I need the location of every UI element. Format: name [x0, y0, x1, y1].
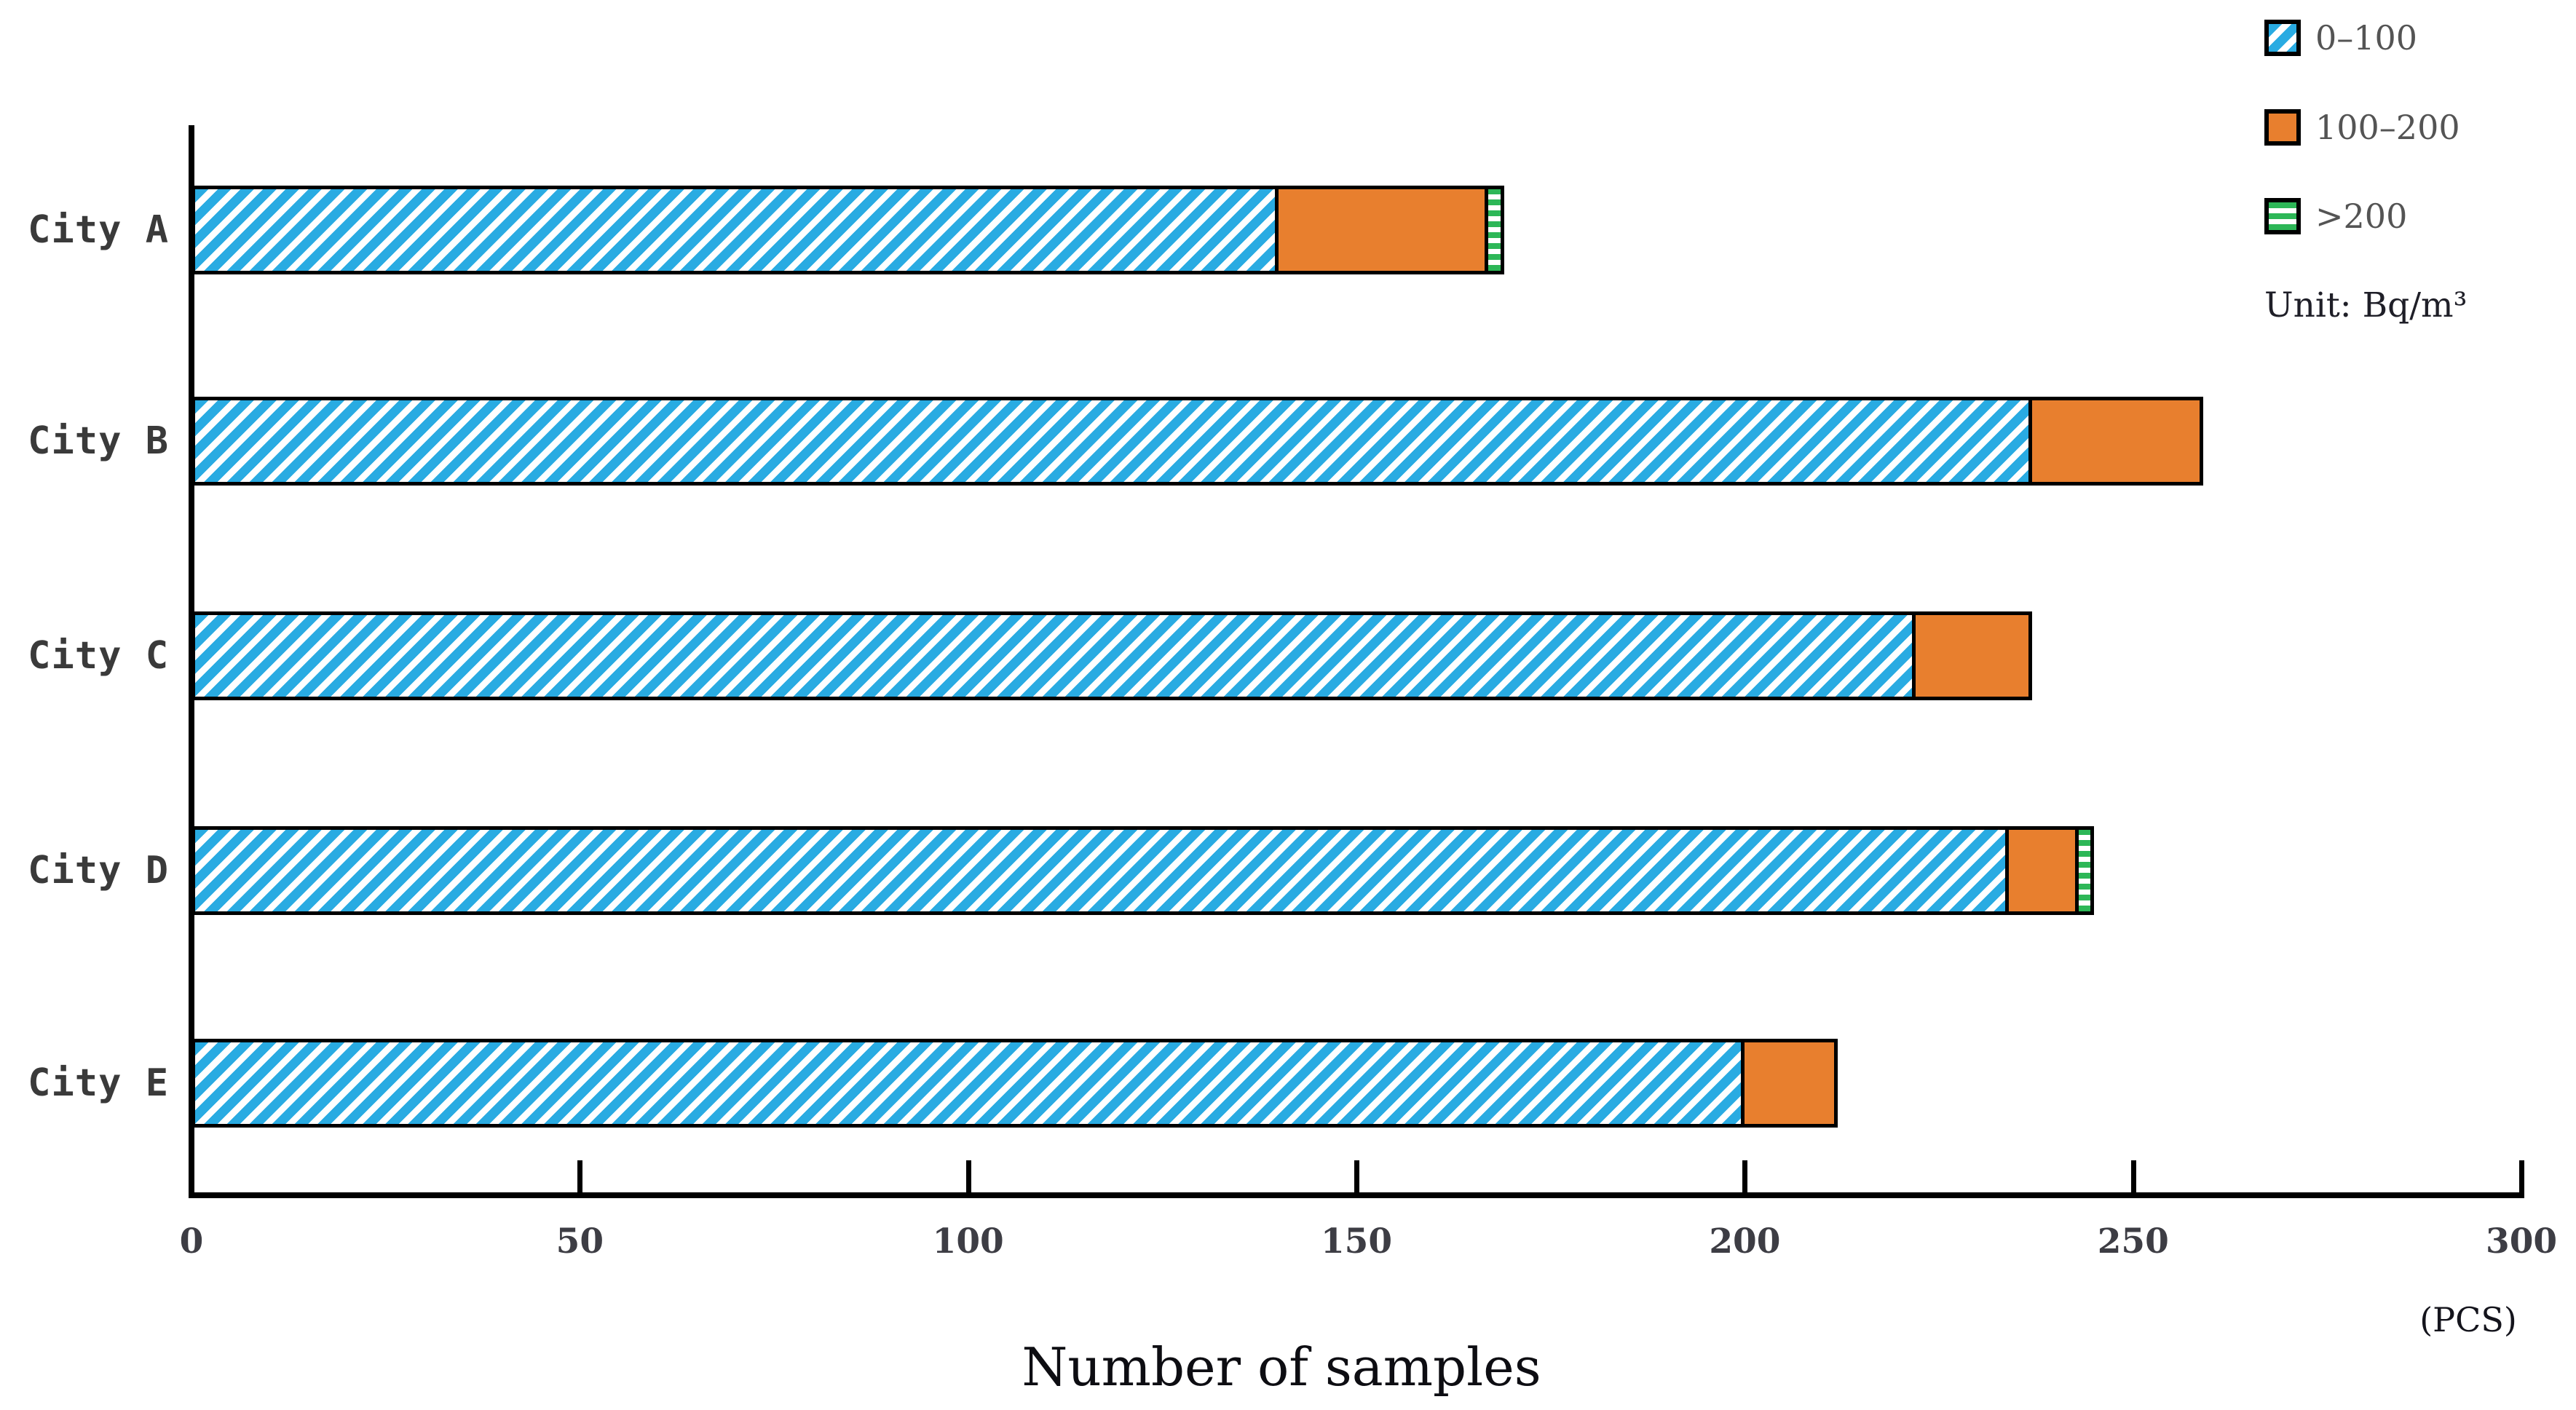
- x-tick: [965, 1160, 971, 1192]
- legend-label: 0–100: [2315, 18, 2418, 58]
- legend-swatch-solid: [2264, 109, 2301, 146]
- bar-segment-mid: [1912, 611, 2033, 700]
- legend-label: >200: [2315, 197, 2408, 236]
- x-tick: [1354, 1160, 1360, 1192]
- category-label: City E: [28, 1061, 169, 1105]
- x-tick-label: 200: [1709, 1221, 1781, 1262]
- bar-segment-low: [191, 186, 1279, 274]
- bar-segment-low: [191, 397, 2033, 486]
- x-axis-line: [189, 1192, 2525, 1198]
- bar-segment-high: [1485, 186, 1504, 274]
- x-tick-label: 0: [179, 1221, 204, 1262]
- legend-swatch-hatch: [2264, 20, 2301, 56]
- x-tick-label: 50: [556, 1221, 604, 1262]
- x-tick-label: 250: [2097, 1221, 2169, 1262]
- x-tick: [577, 1160, 583, 1192]
- bar-segment-mid: [1741, 1039, 1838, 1128]
- x-tick: [1742, 1160, 1748, 1192]
- category-label: City B: [28, 419, 169, 463]
- x-tick: [2130, 1160, 2136, 1192]
- bar-segment-low: [191, 611, 1916, 700]
- x-tick-label: 300: [2486, 1221, 2558, 1262]
- x-tick-label: 150: [1320, 1221, 1393, 1262]
- x-tick: [189, 1160, 194, 1192]
- bar-segment-high: [2075, 826, 2095, 915]
- x-axis-title: Number of samples: [1022, 1336, 1541, 1398]
- bar-segment-low: [191, 826, 2010, 915]
- legend-swatch-stripes: [2264, 198, 2301, 234]
- category-label: City D: [28, 849, 169, 892]
- bar-segment-mid: [2005, 826, 2079, 915]
- category-label: City C: [28, 634, 169, 678]
- x-tick: [2519, 1160, 2525, 1192]
- axis-unit-label: (PCS): [2419, 1300, 2517, 1339]
- legend-label: 100–200: [2315, 108, 2460, 147]
- bar-segment-low: [191, 1039, 1745, 1128]
- bar-segment-mid: [1275, 186, 1489, 274]
- bar-segment-mid: [2028, 397, 2203, 486]
- category-label: City A: [28, 208, 169, 252]
- x-tick-label: 100: [932, 1221, 1004, 1262]
- unit-note: Unit: Bq/m³: [2264, 285, 2468, 325]
